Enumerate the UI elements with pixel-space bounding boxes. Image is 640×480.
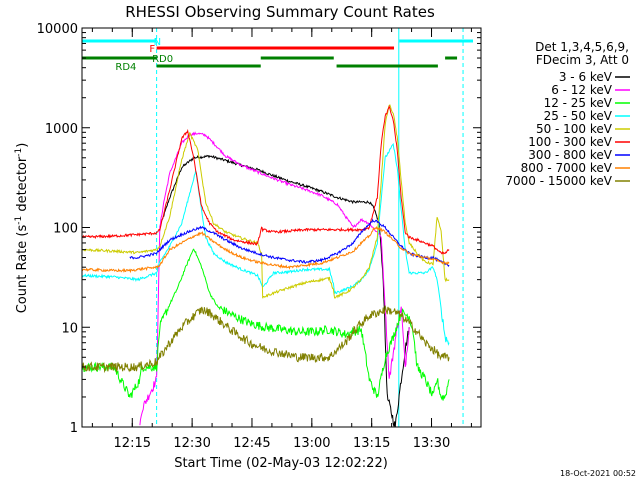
legend-header-line-1: Det 1,3,4,5,6,9, [535,40,629,54]
legend-header-line-2: FDecim 3, Att 0 [536,53,629,67]
status-bar-label-3: RD0 [152,54,173,65]
plot-content [82,28,474,427]
legend: Det 1,3,4,5,6,9, FDecim 3, Att 0 3 - 6 k… [505,40,630,188]
chart-title: RHESSI Observing Summary Count Rates [125,3,435,21]
x-axis-label: Start Time (02-May-03 12:02:22) [174,456,388,471]
y-axis-label-sup2: -1 [14,148,24,157]
x-tick-label-4: 13:00 [293,436,330,451]
legend-label-8: 800 - 7000 keV [521,161,613,175]
legend-label-9: 7000 - 15000 keV [505,174,612,188]
series-line-3 [82,248,450,401]
footer-date: 18-Oct-2021 00:52 [560,469,636,478]
legend-label-1: 3 - 6 keV [559,70,613,84]
y-tick-label-3: 100 [53,222,78,237]
series-line-7 [129,218,450,267]
x-tick-label-3: 12:45 [233,436,270,451]
y-axis-label-end: ) [15,143,30,148]
y-axis: 1 10 100 1000 10000 [37,22,481,436]
y-tick-label-2: 10 [61,321,78,336]
legend-label-4: 25 - 50 keV [544,109,613,123]
x-axis: 12:15 12:30 12:45 13:00 13:15 13:30 [91,28,472,451]
x-tick-label-1: 12:15 [114,436,151,451]
y-tick-label-1: 1 [70,421,78,436]
legend-label-7: 300 - 800 keV [528,148,612,162]
status-bar-label-1: N [154,37,161,48]
x-tick-label-2: 12:30 [173,436,210,451]
series-line-2 [139,131,410,426]
y-axis-label-sup1: -1 [14,216,24,225]
series-line-6 [82,104,450,255]
legend-label-6: 100 - 300 keV [528,135,612,149]
status-bar-label-4: RD4 [115,62,136,73]
series-line-9 [82,305,450,374]
x-tick-label-6: 13:30 [413,436,450,451]
legend-label-5: 50 - 100 keV [536,122,613,136]
legend-label-3: 12 - 25 keV [544,96,613,110]
legend-label-2: 6 - 12 keV [551,83,613,97]
status-bar-label-2: F [149,44,155,55]
series-line-8 [82,226,450,274]
y-axis-label-mid: detector [15,156,30,216]
y-tick-label-4: 1000 [45,122,78,137]
y-axis-label: Count Rate (s-1 detector-1) [14,143,30,314]
series-line-5 [82,104,450,299]
series-line-4 [82,142,450,346]
y-tick-label-5: 10000 [37,22,78,37]
y-axis-label-main: Count Rate (s [15,225,30,314]
series-line-1 [159,154,410,427]
x-tick-label-5: 13:15 [353,436,390,451]
